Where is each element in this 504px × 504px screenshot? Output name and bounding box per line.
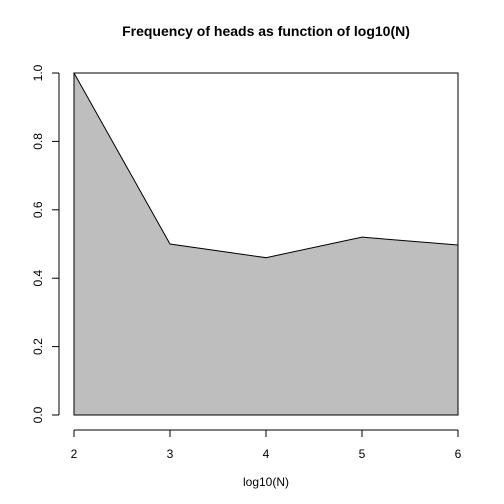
x-tick-label: 3 [167, 447, 174, 461]
y-tick-label: 1.0 [31, 64, 45, 81]
x-tick-label: 6 [455, 447, 462, 461]
area-layer [73, 72, 459, 415]
x-axis: 2 3 4 5 6 [71, 429, 462, 461]
x-axis-label: log10(N) [243, 475, 289, 489]
y-axis: 0.0 0.2 0.4 0.6 0.8 1.0 [31, 64, 60, 423]
y-tick-label: 0.6 [31, 201, 45, 218]
y-tick-label: 0.2 [31, 338, 45, 355]
y-tick-label: 0.8 [31, 133, 45, 150]
x-tick-label: 5 [359, 447, 366, 461]
x-tick-label: 2 [71, 447, 78, 461]
series-line [73, 72, 459, 259]
area-fill [74, 73, 458, 415]
y-tick-label: 0.0 [31, 406, 45, 423]
x-tick-label: 4 [263, 447, 270, 461]
chart-title: Frequency of heads as function of log10(… [122, 23, 410, 39]
plot-frame [73, 72, 459, 416]
y-tick-label: 0.4 [31, 270, 45, 287]
